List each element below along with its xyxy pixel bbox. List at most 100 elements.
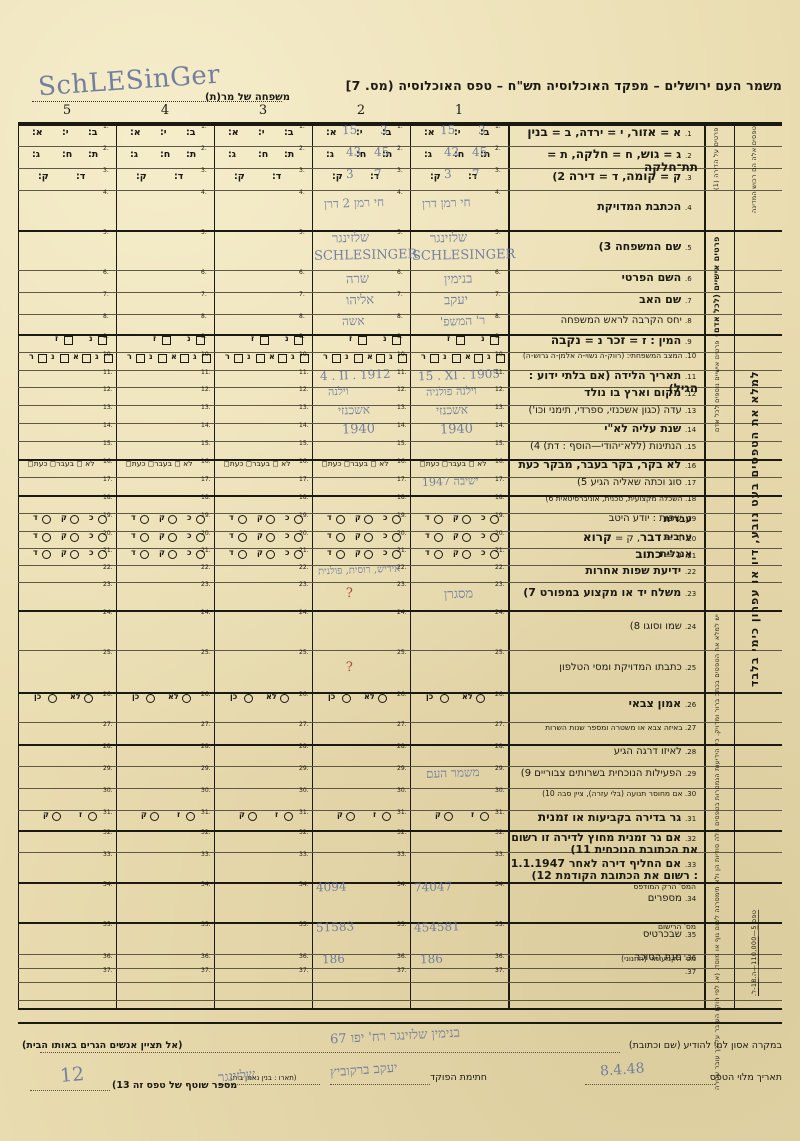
checkbox-א[interactable]	[82, 354, 91, 363]
checkbox-ג[interactable]	[104, 354, 113, 363]
option-circle-ק[interactable]	[364, 515, 373, 524]
data-cell-col5-row23[interactable]	[18, 580, 116, 608]
option-circle-ז[interactable]	[382, 812, 391, 821]
data-cell-col3-row8[interactable]	[214, 312, 312, 332]
option-circle-לא[interactable]	[84, 694, 93, 703]
checkbox-ז[interactable]	[358, 336, 367, 345]
data-cell-col3-row30[interactable]	[214, 786, 312, 808]
checkbox-ג[interactable]	[398, 354, 407, 363]
option-circle-ק[interactable]	[70, 533, 79, 542]
option-circle-ד[interactable]	[336, 533, 345, 542]
data-cell-col5-row11[interactable]	[18, 368, 116, 385]
option-circle-כ[interactable]	[98, 515, 107, 524]
data-cell-col4-row23[interactable]	[116, 580, 214, 608]
option-circle-ק[interactable]	[70, 515, 79, 524]
data-cell-col4-row18[interactable]	[116, 493, 214, 511]
option-circle-ק[interactable]	[150, 812, 159, 821]
checkbox-נ[interactable]	[452, 354, 461, 363]
data-cell-col4-row26[interactable]	[116, 690, 214, 720]
option-circle-ק[interactable]	[462, 515, 471, 524]
option-circle-ק[interactable]	[168, 550, 177, 559]
visit-options[interactable]: לא ◻ בעבר◻ כעת◻	[125, 459, 193, 468]
data-cell-col4-row27[interactable]	[116, 720, 214, 742]
option-circle-ד[interactable]	[336, 550, 345, 559]
option-circle-ד[interactable]	[140, 533, 149, 542]
data-cell-col3-row26[interactable]	[214, 690, 312, 720]
option-circle-כן[interactable]	[48, 694, 57, 703]
option-circle-כן[interactable]	[440, 694, 449, 703]
data-cell-col2-row15[interactable]	[312, 439, 410, 457]
data-cell-col5-row5[interactable]	[18, 228, 116, 268]
data-cell-col5-row26[interactable]	[18, 690, 116, 720]
option-circle-ק[interactable]	[364, 550, 373, 559]
data-cell-col4-row30[interactable]	[116, 786, 214, 808]
data-cell-col3-row33[interactable]	[214, 850, 312, 880]
data-cell-col4-row29[interactable]	[116, 764, 214, 786]
data-cell-col3-row34[interactable]	[214, 880, 312, 920]
data-cell-col2-row37[interactable]	[312, 966, 410, 980]
data-cell-col5-row33[interactable]	[18, 850, 116, 880]
data-cell-col5-row6[interactable]	[18, 268, 116, 290]
option-circle-ק[interactable]	[364, 533, 373, 542]
data-cell-col3-row7[interactable]	[214, 290, 312, 312]
data-cell-col3-row24[interactable]	[214, 608, 312, 648]
option-circle-ק[interactable]	[266, 515, 275, 524]
option-circle-כ[interactable]	[196, 533, 205, 542]
data-cell-col4-row34[interactable]	[116, 880, 214, 920]
data-cell-col3-row23[interactable]	[214, 580, 312, 608]
data-cell-col1-row15[interactable]	[410, 439, 508, 457]
option-circle-ד[interactable]	[434, 533, 443, 542]
data-cell-col1-row27[interactable]	[410, 720, 508, 742]
data-cell-col5-row3[interactable]	[18, 166, 116, 188]
checkbox-ז[interactable]	[456, 336, 465, 345]
data-cell-col1-row18[interactable]	[410, 493, 508, 511]
data-cell-col5-row15[interactable]	[18, 439, 116, 457]
officer-dotline[interactable]	[330, 1084, 430, 1085]
option-circle-ד[interactable]	[238, 533, 247, 542]
data-cell-col5-row8[interactable]	[18, 312, 116, 332]
checkbox-ר[interactable]	[38, 354, 47, 363]
option-circle-ק[interactable]	[266, 550, 275, 559]
checkbox-נ[interactable]	[196, 336, 205, 345]
option-circle-לא[interactable]	[476, 694, 485, 703]
data-cell-col2-row24[interactable]	[312, 608, 410, 648]
data-cell-col4-row17[interactable]	[116, 475, 214, 493]
data-cell-col1-row26[interactable]	[410, 690, 508, 720]
data-cell-col2-row32[interactable]	[312, 828, 410, 850]
data-cell-col4-row14[interactable]	[116, 421, 214, 439]
data-cell-col5-row18[interactable]	[18, 493, 116, 511]
visit-options[interactable]: לא ◻ בעבר◻ כעת◻	[223, 459, 291, 468]
data-cell-col5-row30[interactable]	[18, 786, 116, 808]
data-cell-col3-row25[interactable]	[214, 648, 312, 690]
data-cell-col4-row8[interactable]	[116, 312, 214, 332]
data-cell-col4-row33[interactable]	[116, 850, 214, 880]
data-cell-col5-row7[interactable]	[18, 290, 116, 312]
data-cell-col2-row26[interactable]	[312, 690, 410, 720]
option-circle-ק[interactable]	[52, 812, 61, 821]
data-cell-col2-row12[interactable]	[312, 385, 410, 403]
data-cell-col3-row4[interactable]	[214, 188, 312, 228]
checkbox-א[interactable]	[180, 354, 189, 363]
option-circle-ד[interactable]	[238, 515, 247, 524]
option-circle-כ[interactable]	[294, 533, 303, 542]
option-circle-ק[interactable]	[346, 812, 355, 821]
data-cell-col2-row17[interactable]	[312, 475, 410, 493]
option-circle-כ[interactable]	[98, 550, 107, 559]
data-cell-col2-row28[interactable]	[312, 742, 410, 764]
option-circle-ז[interactable]	[186, 812, 195, 821]
data-cell-col5-row37[interactable]	[18, 966, 116, 980]
data-cell-col4-row24[interactable]	[116, 608, 214, 648]
data-cell-col4-row4[interactable]	[116, 188, 214, 228]
sheet-dotline[interactable]	[30, 1090, 110, 1091]
data-cell-col2-row25[interactable]	[312, 648, 410, 690]
data-cell-col3-row14[interactable]	[214, 421, 312, 439]
option-circle-לא[interactable]	[280, 694, 289, 703]
visit-options[interactable]: לא ◻ בעבר◻ כעת◻	[419, 459, 487, 468]
data-cell-col1-row37[interactable]	[410, 966, 508, 980]
option-circle-כ[interactable]	[392, 550, 401, 559]
option-circle-ק[interactable]	[266, 533, 275, 542]
checkbox-נ[interactable]	[490, 336, 499, 345]
option-circle-כ[interactable]	[196, 550, 205, 559]
option-circle-ק[interactable]	[444, 812, 453, 821]
option-circle-כ[interactable]	[392, 515, 401, 524]
